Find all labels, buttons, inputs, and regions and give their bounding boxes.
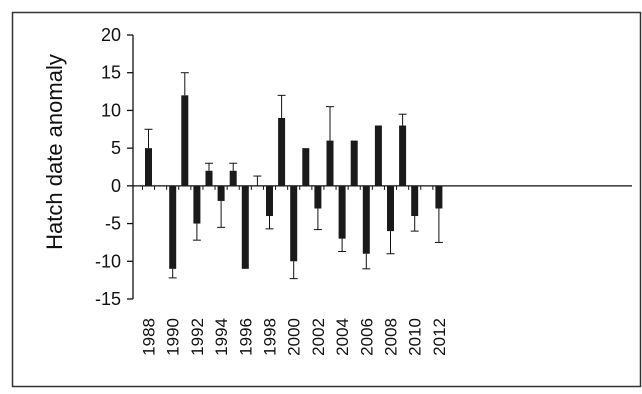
- y-tick-label: -10: [95, 251, 121, 271]
- axes: [127, 34, 632, 300]
- bar: [374, 125, 382, 186]
- x-tick-label: 2012: [430, 318, 449, 356]
- bar: [435, 185, 443, 209]
- bar: [399, 125, 407, 186]
- x-tick-label: 1998: [261, 318, 280, 356]
- bar: [266, 185, 273, 217]
- y-tick-label: 10: [101, 100, 121, 120]
- x-tick-label: 2010: [406, 318, 425, 356]
- x-tick-label: 2004: [333, 318, 352, 356]
- x-tick-label: 2000: [285, 318, 304, 356]
- bar: [217, 185, 225, 201]
- bar: [350, 140, 358, 186]
- y-tick-label: 20: [101, 25, 121, 45]
- bar: [338, 185, 346, 239]
- bar: [302, 148, 310, 186]
- bar: [387, 185, 394, 232]
- y-tick-label: 0: [111, 176, 121, 196]
- x-tick-labels: 1988 1990 1992 1994 1996 1998 2000 2002 2004 2006…: [140, 318, 449, 356]
- x-tick-label: 2006: [357, 318, 376, 356]
- y-axis-label: Hatch date anomaly: [42, 54, 67, 250]
- bar: [241, 185, 249, 269]
- x-tick-label: 2002: [309, 318, 328, 356]
- bar: [278, 117, 286, 186]
- y-tick-label: 15: [101, 63, 121, 83]
- bar: [411, 185, 419, 217]
- bars: [145, 95, 443, 269]
- bar: [145, 148, 152, 186]
- bar: [326, 140, 334, 186]
- x-tick-label: 1994: [212, 318, 231, 356]
- error-bars: [144, 72, 443, 280]
- x-tick-label: 1988: [140, 318, 159, 356]
- outer-border: [11, 11, 642, 388]
- y-tick-label: 5: [111, 138, 121, 158]
- bar: [290, 185, 298, 262]
- bar: [181, 95, 189, 186]
- y-tick-label: -5: [105, 214, 121, 234]
- y-tick-label: -15: [95, 289, 121, 309]
- x-tick-label: 1992: [188, 318, 207, 356]
- bar: [229, 170, 237, 186]
- bar: [169, 185, 177, 269]
- bar: [362, 185, 370, 254]
- x-tick-label: 2008: [382, 318, 401, 356]
- bar: [193, 185, 201, 224]
- bar: [314, 185, 322, 209]
- x-tick-label: 1990: [164, 318, 183, 356]
- x-tick-label: 1996: [236, 318, 255, 356]
- y-tick-labels: 20 15 10 5 0 -5 -10 -15: [95, 25, 121, 309]
- bar: [205, 170, 213, 186]
